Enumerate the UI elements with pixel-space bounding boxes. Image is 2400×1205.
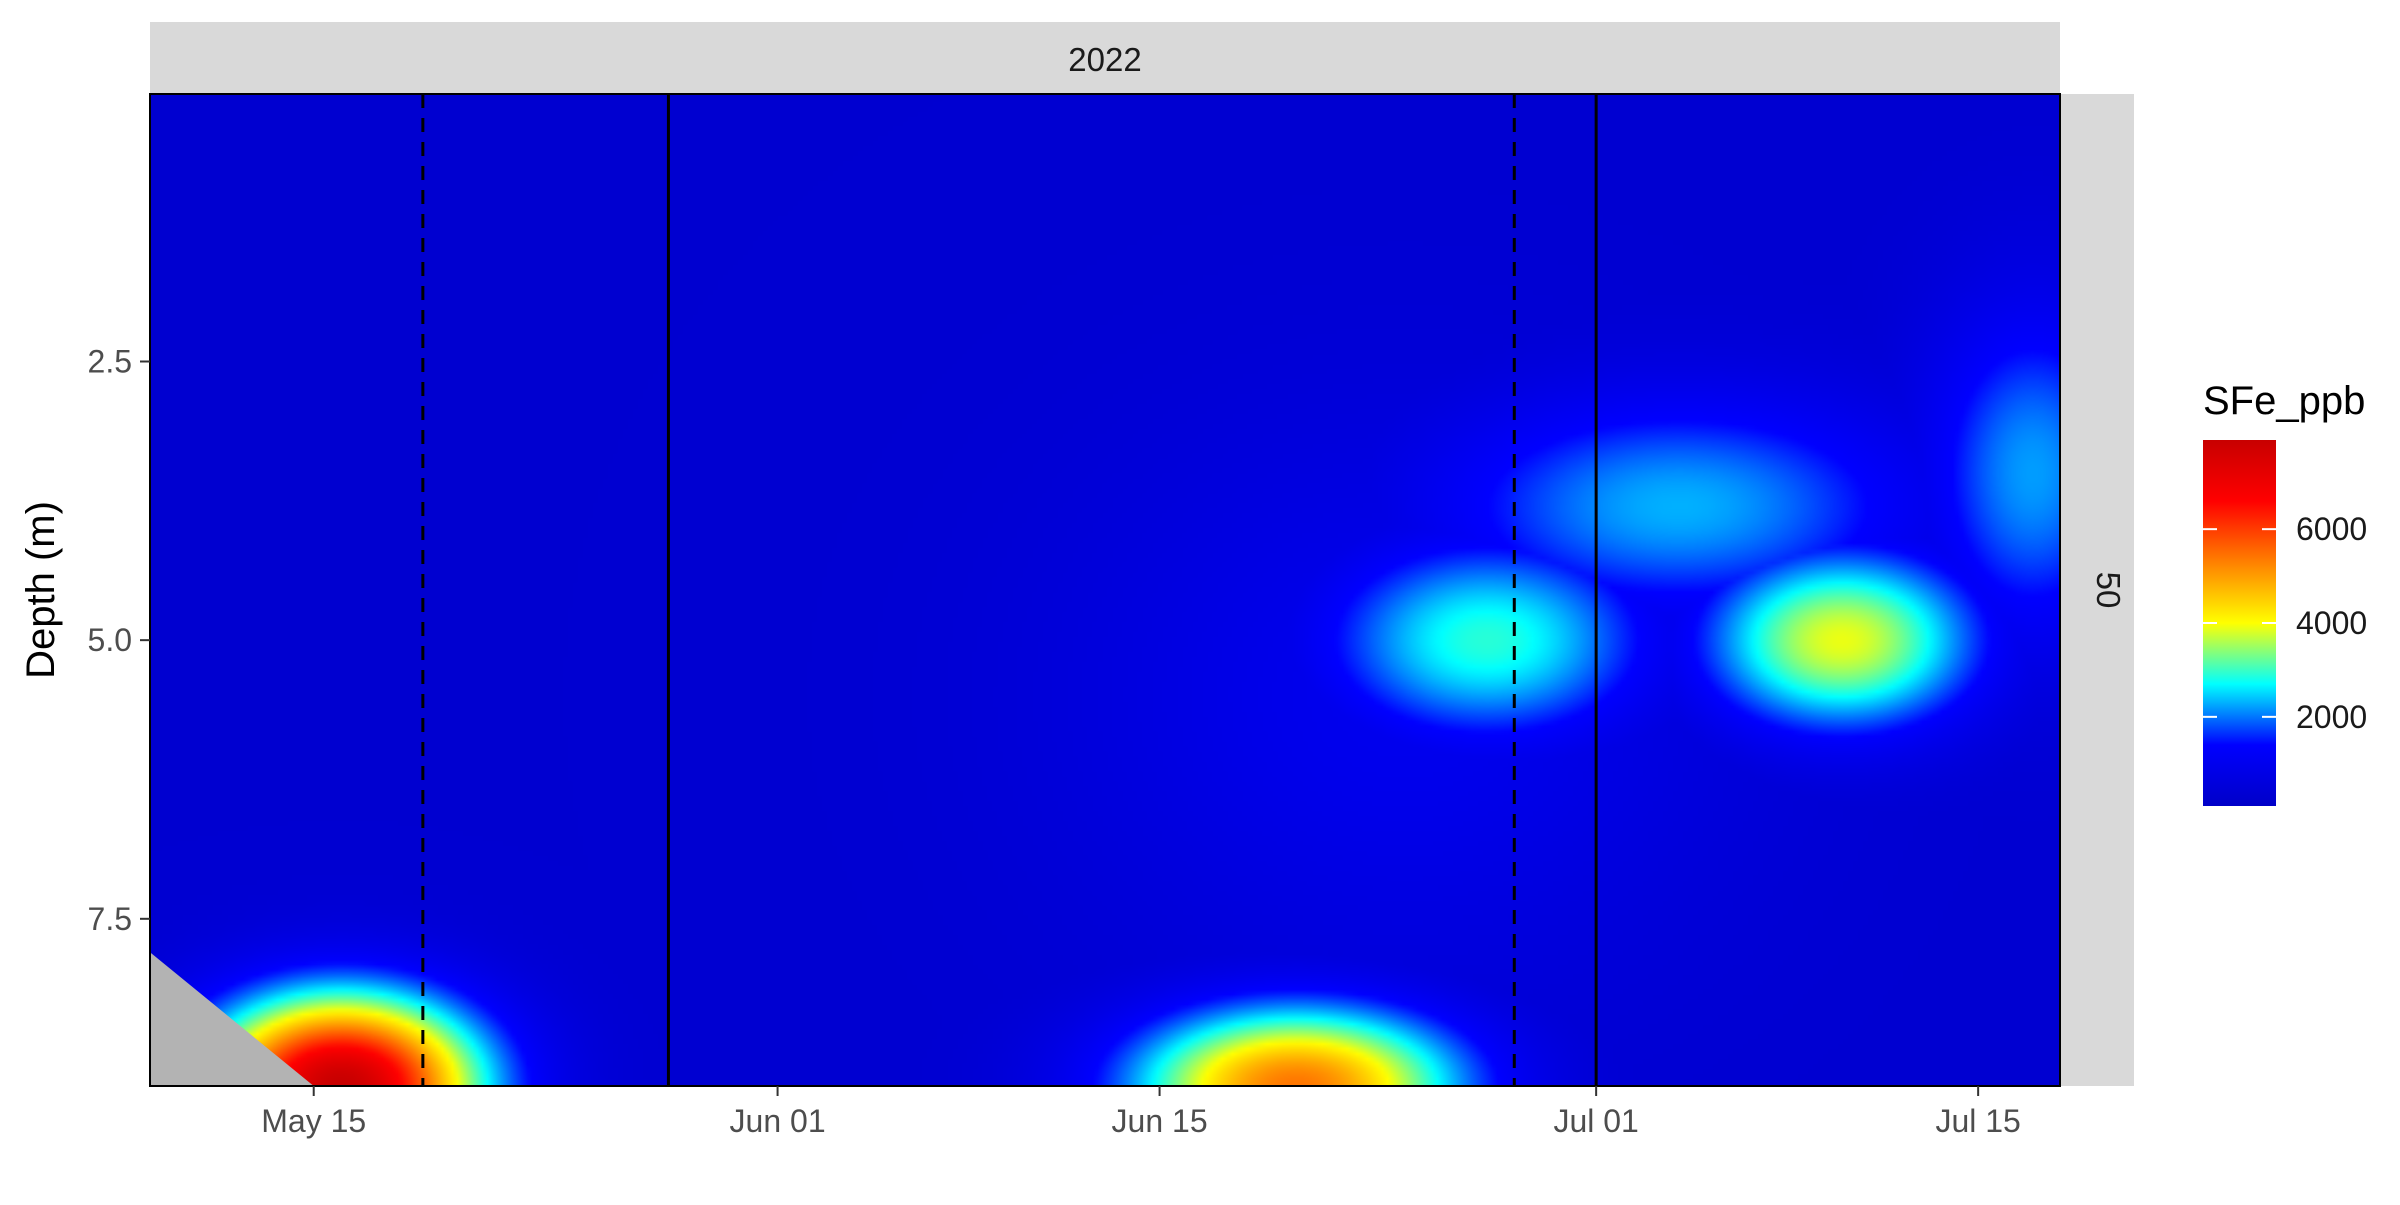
plot-panel [149, 93, 2061, 1087]
nodata-region [150, 952, 314, 1086]
x-axis: May 15 Jun 01 Jun 15 Jul 01 Jul 15 [261, 1086, 2021, 1139]
colorbar-tick-label: 6000 [2296, 511, 2367, 547]
y-axis-title: Depth (m) [19, 501, 63, 679]
y-tick-label: 2.5 [88, 344, 132, 380]
y-tick-label: 5.0 [88, 622, 132, 658]
reference-lines [421, 94, 1598, 1086]
row-strip-label: 50 [2090, 572, 2127, 609]
x-tick-label: May 15 [261, 1103, 366, 1139]
x-tick-label: Jun 15 [1112, 1103, 1208, 1139]
x-tick-label: Jul 15 [1935, 1103, 2020, 1139]
colorbar-legend: SFe_ppb 2000 4000 6000 [2203, 379, 2367, 806]
column-strip-label: 2022 [1068, 41, 1141, 78]
colorbar-tick-label: 4000 [2296, 605, 2367, 641]
x-tick-label: Jun 01 [730, 1103, 826, 1139]
row-strip [2060, 94, 2134, 1086]
column-strip [150, 22, 2060, 94]
panel-border [149, 93, 2061, 1087]
x-tick-label: Jul 01 [1553, 1103, 1638, 1139]
y-axis: 2.5 5.0 7.5 [88, 344, 150, 937]
y-tick-label: 7.5 [88, 901, 132, 937]
colorbar-tick-label: 2000 [2296, 699, 2367, 735]
heatmap-raster [150, 94, 2060, 1086]
legend-title: SFe_ppb [2203, 379, 2365, 423]
colorbar-ticks: 2000 4000 6000 [2203, 511, 2367, 735]
